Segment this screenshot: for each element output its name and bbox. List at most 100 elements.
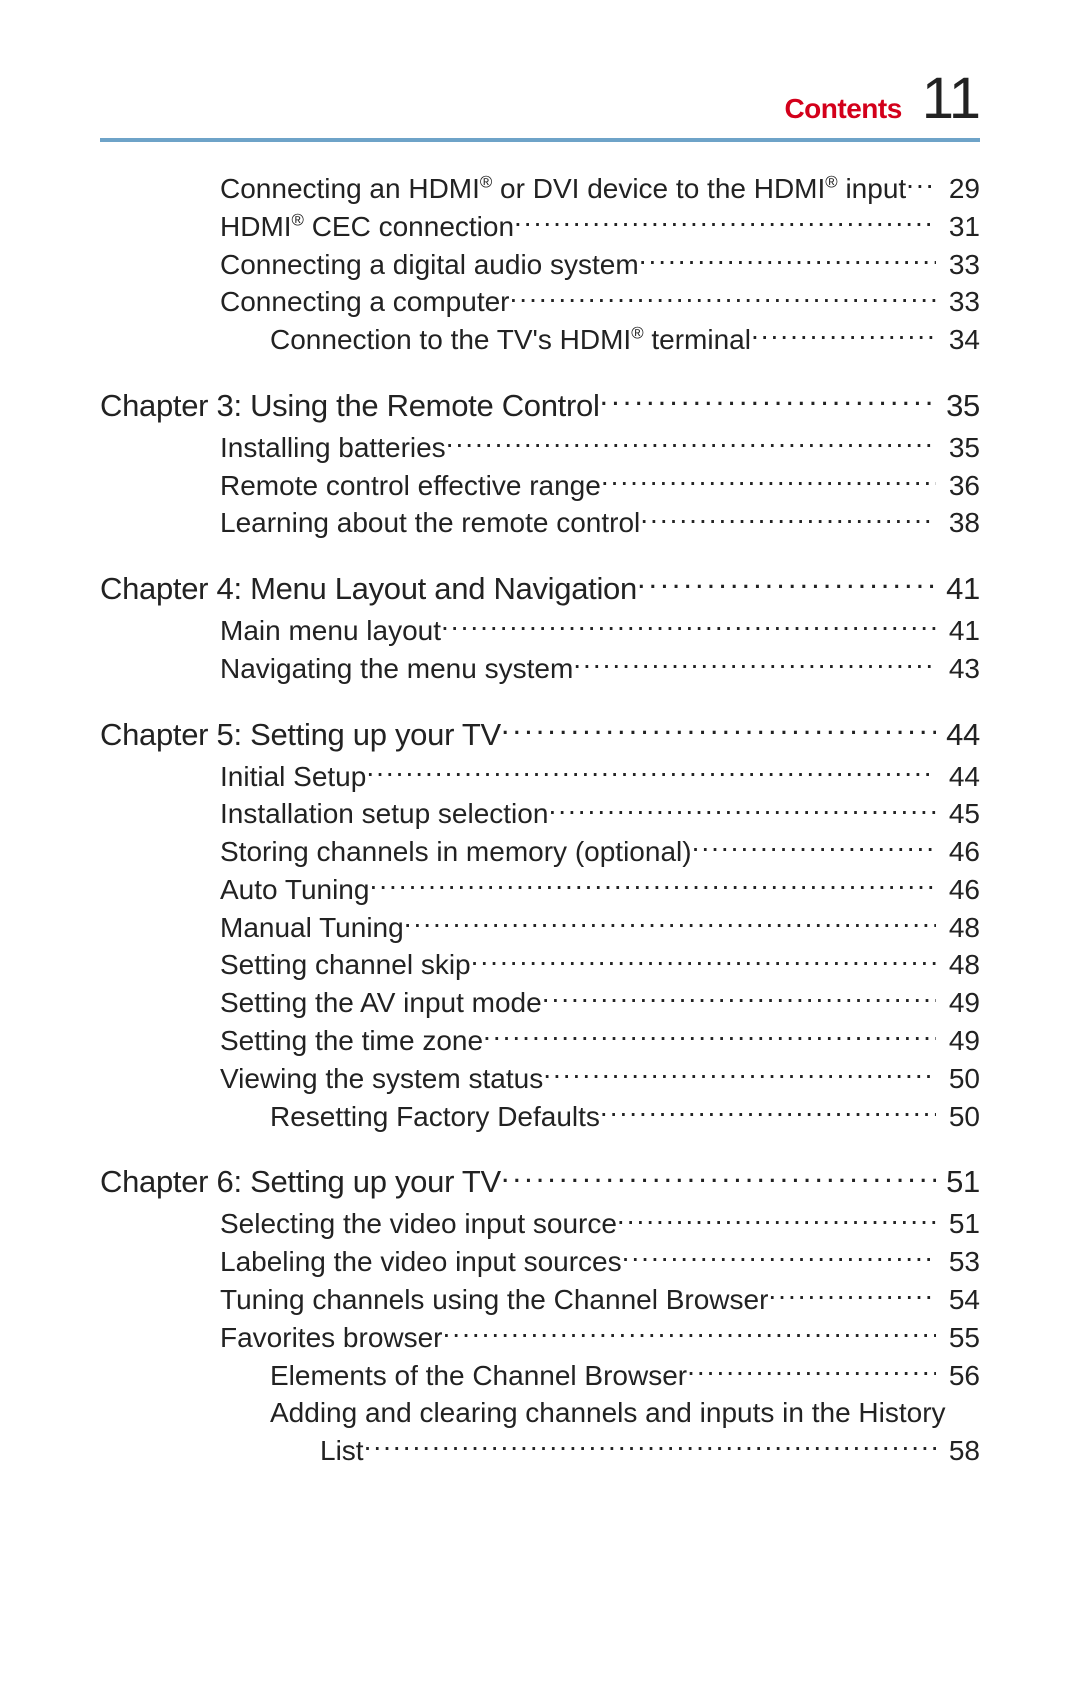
toc-leader-dots — [692, 833, 936, 861]
toc-label: HDMI® CEC connection — [220, 208, 514, 246]
toc-page-number: 36 — [936, 467, 980, 505]
toc-entry: Main menu layout41 — [100, 612, 980, 650]
toc-page-number: 38 — [936, 504, 980, 542]
toc-label: Remote control effective range — [220, 467, 601, 505]
toc-label: Installation setup selection — [220, 795, 548, 833]
toc-label: Resetting Factory Defaults — [270, 1098, 600, 1136]
toc-page-number: 55 — [936, 1319, 980, 1357]
toc-label: Main menu layout — [220, 612, 441, 650]
toc-label: Chapter 5: Setting up your TV — [100, 714, 501, 756]
toc-page-number: 35 — [936, 385, 980, 427]
toc-label: Setting the time zone — [220, 1022, 483, 1060]
toc-leader-dots — [687, 1357, 936, 1385]
toc-entry: Auto Tuning 46 — [100, 871, 980, 909]
toc-page-number: 46 — [936, 871, 980, 909]
toc-entry-continuation: List 58 — [100, 1432, 980, 1470]
toc-label: Favorites browser — [220, 1319, 443, 1357]
toc-label: Chapter 3: Using the Remote Control — [100, 385, 600, 427]
toc-chapter: Chapter 3: Using the Remote Control 35 — [100, 385, 980, 427]
toc-label: Storing channels in memory (optional) — [220, 833, 692, 871]
toc-leader-dots — [906, 170, 936, 198]
toc-entry: Navigating the menu system43 — [100, 650, 980, 688]
toc-leader-dots — [443, 1319, 936, 1347]
toc-entry: Favorites browser 55 — [100, 1319, 980, 1357]
toc-entry: Adding and clearing channels and inputs … — [100, 1394, 980, 1432]
table-of-contents: Connecting an HDMI® or DVI device to the… — [100, 170, 980, 1470]
toc-page-number: 53 — [936, 1243, 980, 1281]
toc-label: Chapter 6: Setting up your TV — [100, 1161, 501, 1203]
toc-entry: Remote control effective range 36 — [100, 467, 980, 505]
toc-label: Initial Setup — [220, 758, 366, 796]
toc-entry: Setting channel skip 48 — [100, 946, 980, 984]
toc-leader-dots — [364, 1432, 936, 1460]
page: Contents 11 Connecting an HDMI® or DVI d… — [0, 0, 1080, 1682]
toc-leader-dots — [768, 1281, 936, 1309]
toc-leader-dots — [600, 385, 936, 416]
toc-chapter: Chapter 4: Menu Layout and Navigation 41 — [100, 568, 980, 610]
toc-entry: Installation setup selection45 — [100, 795, 980, 833]
toc-page-number: 31 — [936, 208, 980, 246]
toc-entry: Connecting an HDMI® or DVI device to the… — [100, 170, 980, 208]
toc-leader-dots — [543, 1060, 936, 1088]
toc-label: Connection to the TV's HDMI® terminal — [270, 321, 751, 359]
toc-leader-dots — [514, 208, 936, 236]
toc-entry: Learning about the remote control 38 — [100, 504, 980, 542]
toc-leader-dots — [622, 1243, 936, 1271]
toc-label: Connecting an HDMI® or DVI device to the… — [220, 170, 906, 208]
toc-page-number: 48 — [936, 946, 980, 984]
toc-label: Connecting a computer — [220, 283, 510, 321]
toc-leader-dots — [601, 467, 936, 495]
toc-label: Elements of the Channel Browser — [270, 1357, 687, 1395]
toc-page-number: 44 — [936, 714, 980, 756]
toc-entry: Selecting the video input source 51 — [100, 1205, 980, 1243]
toc-label: Chapter 4: Menu Layout and Navigation — [100, 568, 637, 610]
toc-leader-dots — [573, 650, 936, 678]
toc-page-number: 50 — [936, 1060, 980, 1098]
toc-leader-dots — [471, 946, 936, 974]
toc-page-number: 44 — [936, 758, 980, 796]
toc-leader-dots — [369, 871, 936, 899]
toc-label: Labeling the video input sources — [220, 1243, 622, 1281]
toc-entry: Tuning channels using the Channel Browse… — [100, 1281, 980, 1319]
toc-entry: Viewing the system status50 — [100, 1060, 980, 1098]
toc-label: List — [320, 1432, 364, 1470]
toc-label: Adding and clearing channels and inputs … — [270, 1394, 946, 1432]
page-header: Contents 11 — [100, 65, 980, 132]
toc-leader-dots — [548, 795, 936, 823]
toc-page-number: 58 — [936, 1432, 980, 1470]
toc-entry: Setting the AV input mode49 — [100, 984, 980, 1022]
toc-leader-dots — [510, 283, 936, 311]
toc-entry: Manual Tuning 48 — [100, 909, 980, 947]
toc-leader-dots — [483, 1022, 936, 1050]
toc-page-number: 49 — [936, 1022, 980, 1060]
toc-entry: Storing channels in memory (optional)46 — [100, 833, 980, 871]
header-section-label: Contents — [784, 93, 901, 125]
toc-leader-dots — [501, 1161, 936, 1192]
toc-page-number: 33 — [936, 246, 980, 284]
toc-label: Selecting the video input source — [220, 1205, 617, 1243]
toc-chapter: Chapter 6: Setting up your TV 51 — [100, 1161, 980, 1203]
toc-leader-dots — [404, 909, 936, 937]
toc-page-number: 48 — [936, 909, 980, 947]
toc-label: Auto Tuning — [220, 871, 369, 909]
toc-label: Manual Tuning — [220, 909, 404, 947]
toc-leader-dots — [617, 1205, 936, 1233]
toc-label: Learning about the remote control — [220, 504, 640, 542]
toc-label: Setting channel skip — [220, 946, 471, 984]
toc-page-number: 35 — [936, 429, 980, 467]
toc-entry: Connecting a digital audio system33 — [100, 246, 980, 284]
toc-label: Setting the AV input mode — [220, 984, 542, 1022]
toc-page-number: 29 — [936, 170, 980, 208]
toc-leader-dots — [751, 321, 936, 349]
toc-entry: Resetting Factory Defaults 50 — [100, 1098, 980, 1136]
toc-entry: HDMI® CEC connection 31 — [100, 208, 980, 246]
header-rule — [100, 138, 980, 142]
header-page-number: 11 — [922, 65, 980, 132]
toc-page-number: 50 — [936, 1098, 980, 1136]
toc-leader-dots — [600, 1098, 936, 1126]
toc-page-number: 51 — [936, 1205, 980, 1243]
toc-entry: Connecting a computer33 — [100, 283, 980, 321]
toc-chapter: Chapter 5: Setting up your TV 44 — [100, 714, 980, 756]
toc-page-number: 54 — [936, 1281, 980, 1319]
toc-leader-dots — [441, 612, 936, 640]
